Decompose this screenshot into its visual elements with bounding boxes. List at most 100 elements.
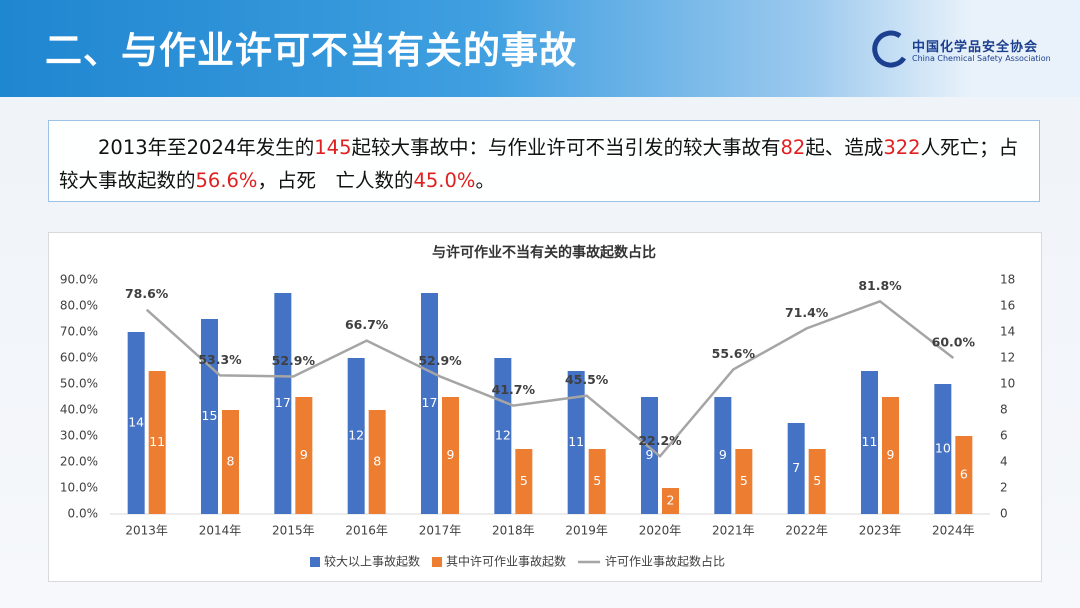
line-label: 41.7%: [492, 382, 536, 397]
logo-arc: [872, 30, 907, 68]
y2-tick-label: 12: [1000, 351, 1015, 365]
bar: [735, 449, 753, 514]
y2-tick-label: 16: [1000, 299, 1015, 313]
y2-tick-label: 0: [1000, 507, 1008, 521]
line-label: 66.7%: [345, 317, 389, 332]
bar: [934, 384, 952, 514]
bar: [808, 449, 826, 514]
bar: [347, 358, 365, 514]
x-tick-label: 2017年: [419, 524, 462, 538]
bar: [274, 293, 292, 514]
line-label: 22.2%: [638, 433, 682, 448]
bar: [222, 410, 239, 514]
legend-label: 较大以上事故起数: [324, 554, 420, 569]
bar-label: 17: [275, 395, 291, 410]
bar: [295, 397, 313, 514]
slide-title: 二、与作业许可不当有关的事故: [45, 29, 577, 72]
y-tick-label: 10.0%: [60, 481, 98, 495]
line-label: 60.0%: [932, 335, 976, 350]
bar-label: 12: [348, 428, 364, 443]
y-tick-label: 40.0%: [60, 403, 98, 417]
y-tick-label: 70.0%: [60, 325, 98, 339]
highlight-text: 82: [780, 136, 806, 159]
highlight-text: 56.6%: [195, 169, 258, 192]
bar: [148, 371, 166, 514]
y-tick-label: 20.0%: [60, 455, 98, 469]
bar: [787, 423, 805, 514]
bar-label: 10: [935, 441, 951, 456]
x-tick-label: 2024年: [932, 524, 975, 538]
y-tick-label: 90.0%: [60, 273, 98, 287]
bar-label: 9: [646, 447, 654, 462]
bar: [494, 358, 512, 514]
x-tick-label: 2014年: [199, 524, 242, 538]
bar: [567, 371, 585, 514]
line-label: 78.6%: [125, 286, 169, 301]
bar-label: 17: [422, 395, 438, 410]
bar-label: 8: [373, 454, 381, 469]
x-tick-label: 2020年: [639, 524, 682, 538]
bar-label: 9: [719, 447, 727, 462]
line-label: 55.6%: [712, 346, 756, 361]
y2-tick-label: 4: [1000, 455, 1008, 469]
bar: [442, 397, 459, 514]
summary-text: 人死亡；占较大事故起数的: [59, 136, 1019, 192]
bar-label: 7: [792, 460, 800, 475]
bar-label: 11: [149, 434, 165, 449]
y-tick-label: 30.0%: [60, 429, 98, 443]
bar-label: 12: [495, 428, 511, 443]
y-tick-label: 0.0%: [68, 507, 99, 521]
bar: [201, 319, 218, 514]
summary-text: 起、造成: [805, 136, 884, 159]
summary-text: 起较大事故中：与作业许可不当引发的较大事故有: [351, 136, 781, 159]
bar: [641, 397, 658, 514]
line: [145, 299, 955, 459]
line-label: 45.5%: [565, 372, 609, 387]
line-label: 53.3%: [198, 352, 242, 367]
bar: [421, 293, 438, 514]
summary-text: ，占死 亡人数的: [257, 169, 414, 192]
bar-label: 9: [887, 447, 895, 462]
highlight-text: 145: [314, 136, 352, 159]
bar-label: 11: [568, 434, 584, 449]
y-tick-label: 80.0%: [60, 299, 98, 313]
bar: [714, 397, 732, 514]
x-tick-label: 2019年: [565, 524, 608, 538]
line-label: 52.9%: [272, 353, 316, 368]
y2-tick-label: 6: [1000, 429, 1008, 443]
bar-label: 2: [667, 493, 675, 508]
y-tick-label: 50.0%: [60, 377, 98, 391]
y2-tick-label: 2: [1000, 481, 1008, 495]
y-tick-label: 60.0%: [60, 351, 98, 365]
bar-label: 6: [960, 467, 968, 482]
bar-label: 5: [520, 473, 528, 488]
summary-text: 。: [475, 169, 495, 192]
x-tick-label: 2021年: [712, 524, 755, 538]
legend-label: 其中许可作业事故起数: [446, 554, 566, 569]
bar-label: 9: [300, 447, 308, 462]
bar: [515, 449, 533, 514]
org-name-en: China Chemical Safety Association: [912, 54, 1051, 63]
y2-tick-label: 10: [1000, 377, 1015, 391]
bar: [662, 488, 679, 514]
y2-tick-label: 14: [1000, 325, 1015, 339]
legend-label: 许可作业事故起数占比: [605, 554, 725, 569]
x-tick-label: 2018年: [492, 524, 535, 538]
x-tick-label: 2013年: [125, 524, 168, 538]
legend-swatch: [310, 557, 320, 567]
bar-label: 9: [447, 447, 455, 462]
summary-text: 2013年至2024年发生的: [98, 136, 315, 159]
bar-label: 5: [740, 473, 748, 488]
x-tick-label: 2023年: [859, 524, 902, 538]
bar-label: 14: [128, 415, 144, 430]
bar: [368, 410, 386, 514]
x-tick-label: 2022年: [785, 524, 828, 538]
line-label: 81.8%: [858, 278, 902, 293]
y2-tick-label: 8: [1000, 403, 1008, 417]
bar: [955, 436, 973, 514]
org-name: 中国化学品安全协会: [912, 40, 1039, 55]
bar: [882, 397, 899, 514]
bar-label: 15: [202, 408, 218, 423]
